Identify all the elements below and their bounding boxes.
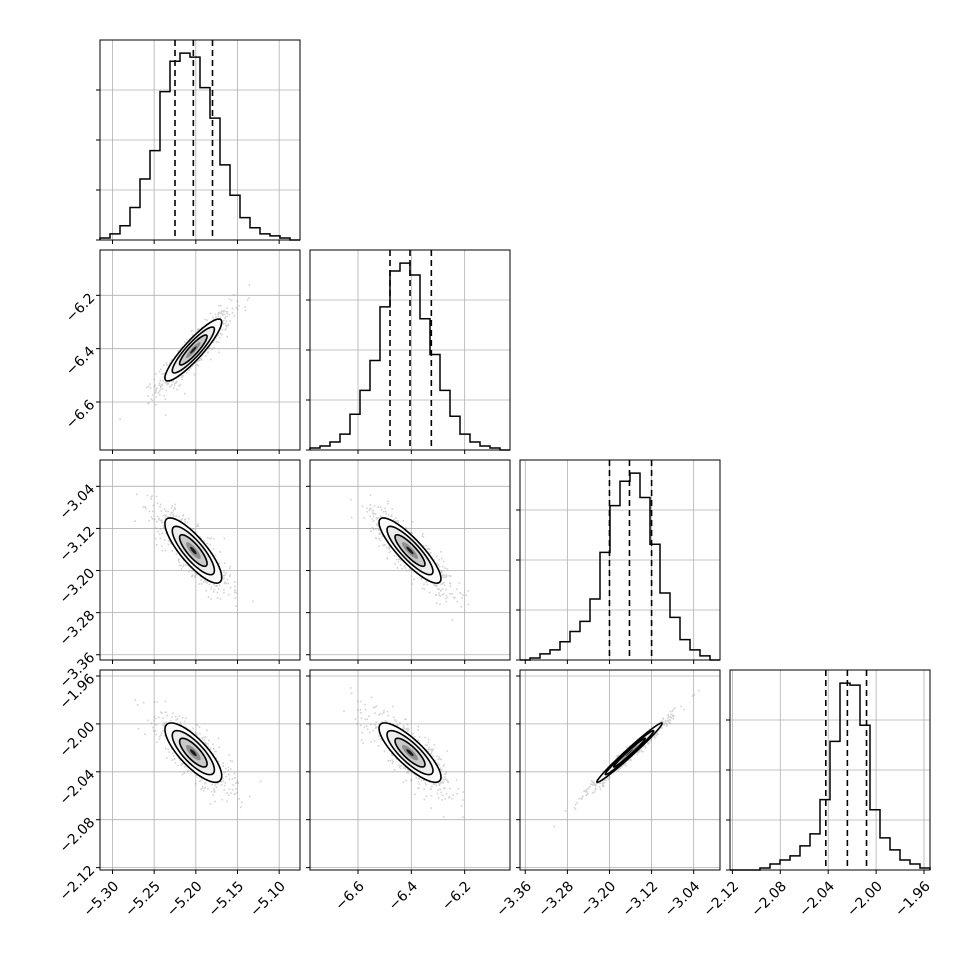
histogram-panel-frame	[519, 459, 721, 661]
x-tick-label: −3.12	[620, 878, 662, 920]
scatter-panel-content	[134, 699, 262, 809]
y-tick-label: −3.12	[57, 523, 99, 565]
histogram-panel-frame	[309, 249, 511, 451]
density-contour	[406, 749, 414, 757]
scatter-panel-frame	[99, 669, 301, 871]
histogram-step-line	[99, 52, 300, 241]
y-tick-label: −3.04	[57, 481, 99, 523]
y-tick-label: −2.04	[57, 767, 99, 809]
x-tick-label: −3.36	[493, 878, 535, 920]
x-tick-label: −3.20	[578, 878, 620, 920]
density-contour	[190, 346, 197, 354]
y-tick-label: −6.4	[63, 344, 98, 379]
scatter-panel-content	[134, 493, 254, 607]
scatter-panel-frame	[309, 669, 511, 871]
y-tick-label: −6.6	[63, 397, 98, 432]
density-contour	[190, 749, 197, 757]
x-tick-label: −2.00	[844, 878, 886, 920]
histogram-panel-frame	[99, 39, 301, 241]
histogram-step-line	[520, 472, 720, 661]
histogram-panel-frame	[729, 669, 931, 871]
x-tick-label: −2.04	[796, 878, 838, 920]
y-tick-label: −3.20	[57, 566, 99, 608]
scatter-panel-frame	[99, 459, 301, 661]
x-tick-label: −6.6	[332, 878, 367, 913]
scatter-panel-content	[553, 689, 700, 828]
x-tick-label: −1.96	[892, 878, 934, 920]
scatter-panel-frame	[519, 669, 721, 871]
y-tick-label: −6.2	[63, 290, 98, 325]
scatter-panel-content	[119, 284, 251, 421]
scatter-panel-content	[343, 687, 464, 818]
x-tick-label: −2.12	[701, 878, 743, 920]
x-tick-label: −5.25	[122, 878, 164, 920]
density-contour	[406, 546, 414, 555]
x-tick-label: −5.15	[206, 878, 248, 920]
scatter-panel-frame	[309, 459, 511, 661]
density-contour	[190, 546, 197, 555]
x-tick-label: −2.08	[748, 878, 790, 920]
x-tick-label: −3.04	[662, 878, 704, 920]
scatter-panel-frame	[99, 249, 301, 451]
y-tick-label: −3.28	[57, 608, 99, 650]
histogram-step-line	[730, 682, 931, 871]
scatter-panel-background	[520, 670, 720, 870]
x-tick-label: −6.2	[439, 878, 474, 913]
density-contour	[625, 749, 634, 757]
scatter-panel-content	[350, 494, 470, 621]
x-tick-label: −5.10	[247, 878, 289, 920]
x-tick-label: −6.4	[386, 878, 421, 913]
x-tick-label: −3.28	[535, 878, 577, 920]
y-tick-label: −2.08	[57, 815, 99, 857]
x-tick-label: −5.20	[164, 878, 206, 920]
y-tick-label: −2.00	[57, 719, 99, 761]
